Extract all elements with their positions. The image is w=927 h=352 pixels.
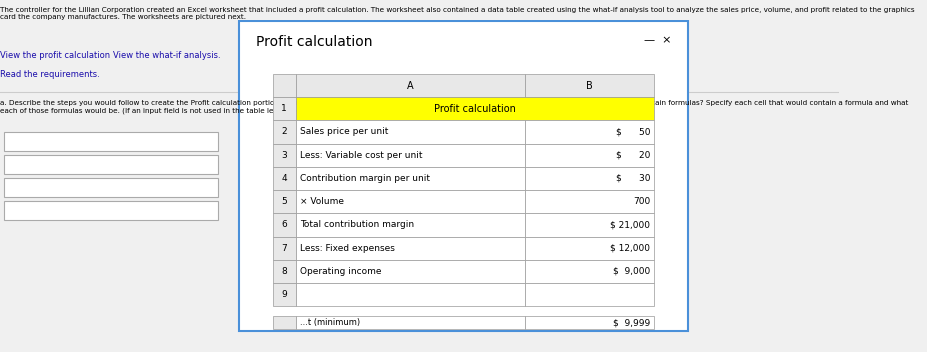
FancyBboxPatch shape: [524, 213, 654, 237]
Text: $  9,000: $ 9,000: [612, 267, 650, 276]
FancyBboxPatch shape: [273, 315, 295, 329]
FancyBboxPatch shape: [273, 237, 295, 260]
FancyBboxPatch shape: [295, 167, 524, 190]
FancyBboxPatch shape: [295, 97, 654, 120]
FancyBboxPatch shape: [5, 201, 218, 220]
Text: 8: 8: [281, 267, 286, 276]
Text: Total contribution margin: Total contribution margin: [299, 220, 413, 230]
Text: 2: 2: [281, 127, 286, 137]
Text: Profit calculation: Profit calculation: [434, 104, 515, 114]
Text: a. Describe the steps you would follow to create the Profit calculation portion : a. Describe the steps you would follow t…: [0, 100, 908, 114]
Text: —  ×: — ×: [642, 35, 670, 45]
FancyBboxPatch shape: [273, 283, 295, 306]
Text: $  9,999: $ 9,999: [612, 318, 650, 327]
FancyBboxPatch shape: [524, 144, 654, 167]
FancyBboxPatch shape: [295, 74, 524, 97]
FancyBboxPatch shape: [524, 167, 654, 190]
Text: Read the requirements.: Read the requirements.: [0, 70, 99, 80]
FancyBboxPatch shape: [295, 190, 524, 213]
Text: View the profit calculation: View the profit calculation: [0, 51, 110, 60]
FancyBboxPatch shape: [273, 213, 295, 237]
Text: Less: Fixed expenses: Less: Fixed expenses: [299, 244, 394, 253]
Text: The controller for the Lillian Corporation created an Excel worksheet that inclu: The controller for the Lillian Corporati…: [0, 7, 914, 20]
FancyBboxPatch shape: [273, 97, 295, 120]
FancyBboxPatch shape: [295, 283, 524, 306]
FancyBboxPatch shape: [295, 237, 524, 260]
Text: $ 12,000: $ 12,000: [609, 244, 650, 253]
Text: $      20: $ 20: [615, 151, 650, 160]
Text: Operating income: Operating income: [299, 267, 381, 276]
FancyBboxPatch shape: [295, 120, 524, 144]
FancyBboxPatch shape: [273, 144, 295, 167]
FancyBboxPatch shape: [273, 190, 295, 213]
Text: Less: Variable cost per unit: Less: Variable cost per unit: [299, 151, 422, 160]
Text: 6: 6: [281, 220, 286, 230]
FancyBboxPatch shape: [524, 120, 654, 144]
FancyBboxPatch shape: [524, 190, 654, 213]
FancyBboxPatch shape: [295, 213, 524, 237]
Text: $      50: $ 50: [615, 127, 650, 137]
FancyBboxPatch shape: [295, 144, 524, 167]
Text: 5: 5: [281, 197, 286, 206]
FancyBboxPatch shape: [273, 74, 295, 97]
FancyBboxPatch shape: [273, 167, 295, 190]
FancyBboxPatch shape: [5, 155, 218, 174]
FancyBboxPatch shape: [295, 315, 524, 329]
Text: ...t (minimum): ...t (minimum): [299, 318, 360, 327]
Text: 1: 1: [281, 104, 286, 113]
FancyBboxPatch shape: [273, 260, 295, 283]
FancyBboxPatch shape: [524, 260, 654, 283]
Text: Sales price per unit: Sales price per unit: [299, 127, 387, 137]
Text: $ 21,000: $ 21,000: [609, 220, 650, 230]
Text: 4: 4: [281, 174, 286, 183]
Text: 700: 700: [632, 197, 650, 206]
Text: A: A: [406, 81, 413, 90]
Text: 7: 7: [281, 244, 286, 253]
FancyBboxPatch shape: [273, 120, 295, 144]
FancyBboxPatch shape: [524, 283, 654, 306]
FancyBboxPatch shape: [295, 260, 524, 283]
Text: 3: 3: [281, 151, 286, 160]
Text: Contribution margin per unit: Contribution margin per unit: [299, 174, 429, 183]
Text: View the what-if analysis.: View the what-if analysis.: [113, 51, 221, 60]
Text: × Volume: × Volume: [299, 197, 343, 206]
FancyBboxPatch shape: [5, 132, 218, 151]
FancyBboxPatch shape: [524, 74, 654, 97]
FancyBboxPatch shape: [524, 237, 654, 260]
Text: B: B: [585, 81, 592, 90]
FancyBboxPatch shape: [5, 178, 218, 197]
Text: Profit calculation: Profit calculation: [256, 35, 372, 49]
FancyBboxPatch shape: [239, 21, 687, 331]
FancyBboxPatch shape: [524, 315, 654, 329]
Text: $      30: $ 30: [615, 174, 650, 183]
Text: 9: 9: [281, 290, 286, 299]
